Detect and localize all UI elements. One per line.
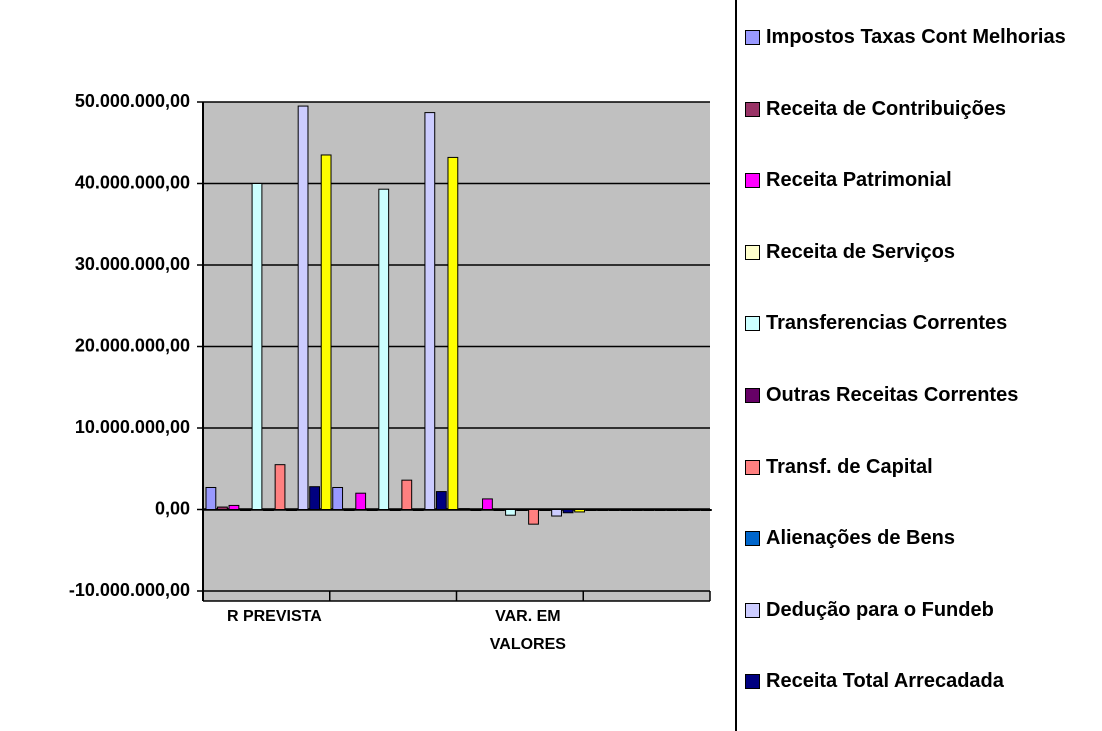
y-tick-label: 20.000.000,00 (75, 335, 190, 355)
legend-swatch (745, 101, 760, 117)
legend-swatch (745, 674, 760, 690)
bar (263, 509, 274, 511)
bar (689, 509, 701, 511)
bar (320, 154, 332, 510)
bar (401, 479, 413, 511)
y-tick-label: 40.000.000,00 (75, 172, 190, 192)
bar (493, 509, 505, 511)
legend-item: Transferencias Correntes (745, 308, 1096, 339)
bar (447, 156, 459, 510)
bar (654, 509, 666, 511)
y-tick-label: -10.000.000,00 (69, 580, 190, 600)
legend-item: Receita Total Arrecadada (745, 666, 1096, 697)
legend-swatch (745, 316, 760, 332)
y-tick-label: 30.000.000,00 (75, 254, 190, 274)
bar (424, 112, 436, 510)
bar (217, 506, 228, 510)
bar (539, 509, 551, 511)
bar (528, 509, 539, 525)
bar (585, 509, 597, 511)
bar (378, 188, 390, 511)
legend-item: Alienações de Bens (745, 523, 1096, 554)
bar (240, 509, 251, 511)
legend-item: Receita de Contribuições (745, 94, 1096, 125)
legend: Impostos Taxas Cont Melhorias Receita de … (735, 0, 1102, 731)
bar (309, 486, 320, 510)
bar (643, 509, 655, 511)
legend-item: Receita Patrimonial (745, 165, 1096, 196)
legend-label: Transf. de Capital (766, 455, 933, 478)
y-tick-label: 0,00 (155, 498, 190, 518)
bar (505, 509, 516, 516)
bar (274, 464, 286, 510)
legend-swatch (745, 173, 760, 189)
bar (470, 509, 482, 511)
legend-swatch (745, 30, 760, 45)
legend-swatch (745, 244, 760, 260)
bar (574, 509, 586, 513)
legend-label: Impostos Taxas Cont Melhorias (766, 26, 1066, 48)
legend-label: Alienações de Bens (766, 527, 955, 550)
bar (286, 509, 297, 511)
legend-item: Impostos Taxas Cont Melhorias (745, 22, 1096, 53)
legend-label: Receita Total Arrecadada (766, 670, 1004, 693)
bar (700, 509, 712, 511)
bar (205, 486, 217, 510)
legend-item: Receita de Serviços (745, 237, 1096, 268)
x-tick-label: VAR. EM VALORES (489, 608, 566, 653)
legend-swatch (745, 388, 760, 403)
bar (516, 509, 528, 511)
legend-swatch (745, 602, 760, 618)
y-tick-label: 50.000.000,00 (75, 91, 190, 111)
legend-label: Receita Patrimonial (766, 169, 952, 192)
legend-swatch (745, 459, 760, 475)
bar (435, 491, 447, 511)
bar (597, 509, 609, 511)
bar (482, 498, 493, 510)
legend-label: Dedução para o Fundeb (766, 598, 994, 621)
x-tick-label: R PREVISTA (226, 608, 322, 625)
bar (412, 509, 424, 511)
plot: -10.000.000,00 0,00 10.000.000,00 20.000.00… (69, 91, 712, 602)
bar (366, 509, 378, 511)
legend-label: Outras Receitas Correntes (766, 384, 1019, 406)
legend-item: Transf. de Capital (745, 452, 1096, 483)
bar (332, 486, 344, 510)
bar (562, 509, 574, 514)
bar (677, 509, 689, 511)
legend-item: Outras Receitas Correntes (745, 380, 1096, 411)
bar (459, 508, 470, 511)
legend-item: Dedução para o Fundeb (745, 595, 1096, 626)
legend-label: Receita de Serviços (766, 240, 955, 263)
bar (228, 504, 240, 510)
bar (251, 183, 263, 510)
bar (608, 509, 620, 511)
y-tick-label: 10.000.000,00 (75, 417, 190, 437)
bar (355, 492, 367, 511)
legend-label: Transferencias Correntes (766, 312, 1008, 335)
bar (620, 509, 632, 511)
bar (389, 509, 401, 511)
bar (631, 509, 643, 511)
bar (666, 509, 678, 511)
bar (297, 105, 309, 510)
bar (551, 509, 562, 517)
legend-label: Receita de Contribuições (766, 97, 1007, 120)
legend-swatch (745, 531, 760, 547)
bar (343, 509, 355, 511)
